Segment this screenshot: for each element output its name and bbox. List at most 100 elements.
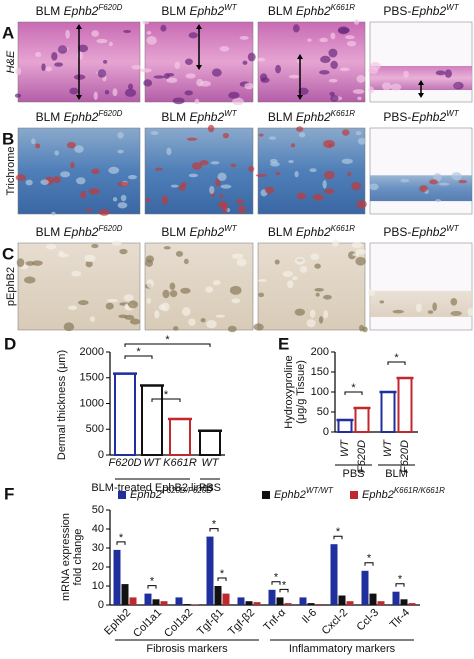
tissue-texture: [196, 78, 204, 87]
tissue-texture: [160, 24, 167, 32]
significance-star: *: [367, 553, 372, 565]
tissue-texture: [127, 175, 137, 180]
tissue-texture: [188, 173, 199, 178]
arrow-head: [418, 80, 424, 98]
significance-bracket: [279, 588, 289, 593]
tissue-texture: [298, 87, 309, 95]
y-axis-label: Hydroxyproline: [283, 355, 295, 428]
bar: [144, 593, 152, 605]
tissue-texture: [169, 290, 178, 298]
x-tick-label: WT: [201, 457, 219, 469]
tissue-texture: [24, 276, 36, 284]
tissue-texture: [288, 160, 294, 164]
tissue-texture: [296, 126, 304, 132]
bar: [361, 570, 369, 605]
tissue-texture: [210, 161, 220, 165]
tissue-texture: [288, 74, 300, 79]
tissue-texture: [154, 310, 160, 319]
legend-swatch: [262, 491, 270, 499]
image-heading: PBS-Ephb2WT: [383, 109, 459, 124]
group-label: Inflammatory markers: [289, 643, 396, 655]
y-tick-label: 50: [92, 504, 104, 516]
tissue-texture: [274, 259, 280, 265]
tissue-texture: [124, 303, 129, 310]
heading-prefix: BLM: [161, 225, 189, 239]
heading-gene: Ephb2: [411, 110, 446, 124]
tissue-texture: [215, 314, 226, 318]
tissue-texture: [318, 316, 324, 324]
significance-star: *: [274, 572, 279, 584]
micrograph: [17, 127, 141, 215]
tissue-texture: [45, 243, 57, 250]
image-heading: BLM Ephb2K661R: [268, 3, 355, 18]
tissue-texture: [258, 133, 264, 137]
tissue-texture: [76, 177, 86, 185]
tissue-texture: [120, 194, 127, 202]
tissue-texture: [212, 280, 221, 286]
bar: [284, 603, 292, 605]
tissue-texture: [102, 60, 108, 64]
tissue-texture: [219, 46, 230, 52]
tissue-texture: [328, 143, 333, 147]
row-label: pEphB2: [5, 267, 17, 306]
bar: [183, 604, 191, 605]
tissue-texture: [41, 63, 46, 71]
significance-star: *: [119, 532, 124, 544]
tissue-texture: [222, 132, 230, 139]
tissue-texture: [89, 316, 95, 322]
tissue-texture: [146, 279, 154, 288]
x-tick-label: Ephb2: [102, 607, 133, 638]
group-label: BLM: [385, 468, 408, 480]
heading-gene: Ephb2: [296, 4, 331, 18]
bar: [206, 536, 214, 605]
heading-prefix: BLM: [36, 4, 64, 18]
significance-bracket: [387, 361, 406, 365]
tissue-texture: [359, 324, 364, 332]
group-label: Fibrosis markers: [146, 643, 228, 655]
image-heading: BLM Ephb2K661R: [268, 224, 355, 239]
bar: [377, 601, 385, 605]
tissue-texture: [356, 199, 367, 209]
x-tick-label: Ccl-3: [355, 607, 382, 634]
tissue-texture: [236, 258, 247, 267]
x-tick-label: Col1a2: [162, 607, 195, 640]
tissue-texture: [31, 138, 36, 145]
bar: [346, 601, 354, 605]
tissue-texture: [314, 263, 321, 269]
group-label: PBS: [199, 482, 221, 494]
image-heading: BLM Ephb2WT: [161, 224, 237, 239]
tissue-texture: [117, 149, 124, 154]
tissue-texture: [228, 91, 240, 99]
tissue-texture: [163, 246, 171, 250]
tissue-texture: [97, 69, 107, 78]
tissue-texture: [71, 270, 82, 277]
significance-star: *: [398, 574, 403, 586]
tissue-texture: [104, 89, 110, 95]
heading-allele: K661R: [331, 224, 356, 233]
tissue-texture: [108, 166, 120, 174]
heading-gene: Ephb2: [296, 225, 331, 239]
heading-prefix: PBS-: [383, 110, 411, 124]
tissue-texture: [309, 309, 316, 319]
tissue-texture: [54, 62, 64, 67]
tissue-texture: [124, 88, 137, 97]
legend-swatch: [118, 491, 126, 499]
bar: [191, 604, 199, 605]
tissue-texture: [105, 302, 114, 310]
tissue-texture: [150, 131, 159, 135]
bar: [276, 597, 284, 605]
tissue-texture: [172, 97, 185, 105]
tissue-texture: [346, 40, 357, 47]
y-tick-label: 20: [92, 561, 104, 573]
significance-star: *: [351, 382, 356, 394]
heading-allele: WT: [446, 224, 460, 233]
significance-star: *: [164, 389, 169, 401]
tissue-texture: [123, 29, 132, 33]
tissue-texture: [14, 93, 22, 98]
tissue-texture: [314, 288, 324, 292]
panel-letter: B: [2, 129, 14, 148]
tissue-texture: [91, 243, 99, 249]
tissue-texture: [16, 258, 25, 268]
tissue-texture: [169, 282, 176, 290]
x-tick-label: WT: [339, 439, 351, 457]
